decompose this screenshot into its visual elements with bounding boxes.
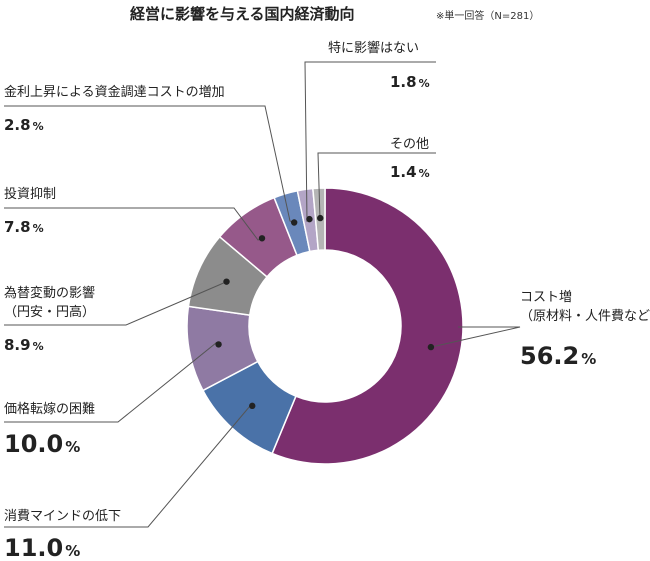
leader-dot-0 — [427, 343, 435, 351]
slice-label-6: 特に影響はない — [328, 40, 419, 56]
leader-line-0 — [430, 326, 521, 348]
data-label-4: 7.8% — [4, 218, 44, 236]
slice-0 — [271, 187, 464, 465]
slice-label-3: 為替変動の影響 — [4, 285, 95, 301]
data-label-5: 2.8% — [4, 116, 44, 134]
slice-label-1: 消費マインドの低下 — [4, 509, 121, 524]
slice-sublabel-0: （原材料・人件費など） — [520, 309, 650, 324]
leader-dot-4 — [258, 235, 266, 242]
slice-sublabel-3: （円安・円高） — [4, 304, 95, 320]
data-label-7: 1.4% — [390, 163, 430, 181]
leader-line-3 — [4, 281, 227, 326]
leader-dot-7 — [317, 214, 324, 222]
chart-title: 経営に影響を与える国内経済動向 — [130, 5, 355, 23]
data-label-1: 11.0% — [4, 534, 80, 561]
leader-line-5 — [4, 105, 295, 223]
slice-label-5: 金利上昇による資金調達コストの増加 — [4, 84, 225, 100]
slice-label-0: コスト増 — [520, 290, 572, 305]
data-label-2: 10.0% — [4, 430, 80, 458]
data-label-6: 1.8% — [390, 73, 430, 91]
slice-label-2: 価格転嫁の困難 — [4, 401, 95, 417]
chart-note: ※単一回答（N=281） — [436, 9, 539, 22]
leader-dot-3 — [223, 278, 230, 285]
leader-dot-1 — [249, 402, 256, 410]
slice-label-7: その他 — [390, 137, 429, 152]
data-label-3: 8.9% — [4, 336, 44, 354]
slice-label-4: 投資抑制 — [4, 186, 56, 202]
leader-dot-2 — [215, 341, 222, 348]
leader-dot-5 — [290, 219, 298, 226]
leader-dot-6 — [306, 215, 313, 223]
data-label-0: 56.2% — [520, 342, 596, 370]
